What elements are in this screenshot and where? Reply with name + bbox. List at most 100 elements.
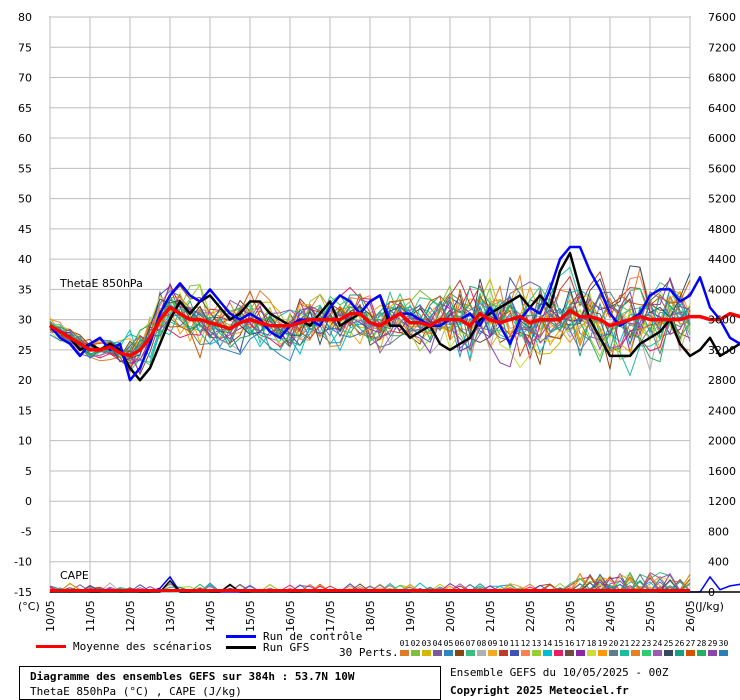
pert-swatch-01 bbox=[400, 650, 409, 656]
cape-gfs-line bbox=[50, 579, 740, 593]
legend-mean-swatch bbox=[36, 645, 66, 648]
date-tick-label-15: 25/05 bbox=[644, 600, 657, 632]
cape-panel-label: CAPE bbox=[60, 569, 89, 582]
right-tick-label-14: 5600 bbox=[708, 162, 736, 175]
pert-number-06: 06 bbox=[454, 639, 465, 648]
pert-number-04: 04 bbox=[432, 639, 443, 648]
right-tick-label-1: 400 bbox=[708, 556, 729, 569]
legend-mean-label: Moyenne des scénarios bbox=[73, 640, 213, 653]
left-tick-label-3: 0 bbox=[25, 495, 32, 508]
right-tick-label-8: 3200 bbox=[708, 344, 736, 357]
right-tick-label-17: 6800 bbox=[708, 72, 736, 85]
pert-swatch-11 bbox=[510, 650, 519, 656]
left-tick-label-0: -15 bbox=[14, 586, 32, 599]
pert-number-20: 20 bbox=[608, 639, 619, 648]
pert-swatch-15 bbox=[554, 650, 563, 656]
pert-number-07: 07 bbox=[465, 639, 476, 648]
mean-series-line bbox=[49, 305, 740, 358]
left-tick-label-9: 30 bbox=[18, 314, 32, 327]
pert-number-23: 23 bbox=[641, 639, 652, 648]
left-tick-label-7: 20 bbox=[18, 374, 32, 387]
pert-number-05: 05 bbox=[443, 639, 454, 648]
pert-swatch-22 bbox=[631, 650, 640, 656]
date-tick-label-2: 12/05 bbox=[124, 600, 137, 632]
legend-control-label: Run de contrôle bbox=[263, 630, 363, 643]
pert-swatch-20 bbox=[609, 650, 618, 656]
pert-swatch-07 bbox=[466, 650, 475, 656]
legend-gfs-label: Run GFS bbox=[263, 641, 310, 654]
right-tick-label-16: 6400 bbox=[708, 102, 736, 115]
pert-swatch-10 bbox=[499, 650, 508, 656]
left-tick-label-8: 25 bbox=[18, 344, 32, 357]
pert-swatch-26 bbox=[675, 650, 684, 656]
date-tick-label-6: 16/05 bbox=[284, 600, 297, 632]
left-tick-label-17: 70 bbox=[18, 72, 32, 85]
date-tick-label-7: 17/05 bbox=[324, 600, 337, 632]
pert-swatch-05 bbox=[444, 650, 453, 656]
left-axis-unit: (°C) bbox=[18, 600, 40, 613]
left-tick-label-14: 55 bbox=[18, 162, 32, 175]
right-tick-label-18: 7200 bbox=[708, 41, 736, 54]
thetae-panel-label: ThetaE 850hPa bbox=[59, 277, 143, 290]
right-tick-label-0: 0 bbox=[708, 586, 715, 599]
right-tick-label-9: 3600 bbox=[708, 314, 736, 327]
left-tick-label-10: 35 bbox=[18, 283, 32, 296]
left-tick-label-2: -5 bbox=[21, 525, 32, 538]
perturbation-legend: 01 02 03 04 05 06 07 08 09 10 11 12 13 14 15 16 17 18 19 20… bbox=[399, 639, 731, 659]
left-tick-label-4: 5 bbox=[25, 465, 32, 478]
pert-number-13: 13 bbox=[531, 639, 542, 648]
pert-number-30: 30 bbox=[718, 639, 729, 648]
perturbation-line-25 bbox=[49, 265, 691, 363]
right-axis-ticks: 0 400 800 1200 1600 2000 2400 2800 3200 3600 4000 4… bbox=[708, 11, 736, 599]
right-tick-label-12: 4800 bbox=[708, 223, 736, 236]
pert-number-22: 22 bbox=[630, 639, 641, 648]
gfs-series-line bbox=[49, 251, 740, 382]
pert-swatch-25 bbox=[664, 650, 673, 656]
pert-swatch-17 bbox=[576, 650, 585, 656]
left-tick-label-13: 50 bbox=[18, 193, 32, 206]
right-tick-label-3: 1200 bbox=[708, 495, 736, 508]
pert-swatch-09 bbox=[488, 650, 497, 656]
pert-number-08: 08 bbox=[476, 639, 487, 648]
pert-number-26: 26 bbox=[674, 639, 685, 648]
date-tick-label-3: 13/05 bbox=[164, 600, 177, 632]
pert-swatch-04 bbox=[433, 650, 442, 656]
left-tick-label-5: 10 bbox=[18, 435, 32, 448]
left-tick-label-12: 45 bbox=[18, 223, 32, 236]
pert-swatch-06 bbox=[455, 650, 464, 656]
pert-swatch-23 bbox=[642, 650, 651, 656]
pert-number-17: 17 bbox=[575, 639, 586, 648]
footer-title: Diagramme des ensembles GEFS sur 384h : … bbox=[30, 670, 355, 683]
pert-number-02: 02 bbox=[410, 639, 421, 648]
left-tick-label-16: 65 bbox=[18, 102, 32, 115]
left-tick-label-11: 40 bbox=[18, 253, 32, 266]
pert-swatch-13 bbox=[532, 650, 541, 656]
date-tick-label-16: 26/05 bbox=[684, 600, 697, 632]
footer-copyright: Copyright 2025 Meteociel.fr bbox=[450, 684, 629, 697]
left-tick-label-15: 60 bbox=[18, 132, 32, 145]
pert-number-16: 16 bbox=[564, 639, 575, 648]
pert-swatch-18 bbox=[587, 650, 596, 656]
pert-number-18: 18 bbox=[586, 639, 597, 648]
pert-swatch-16 bbox=[565, 650, 574, 656]
pert-swatch-08 bbox=[477, 650, 486, 656]
date-tick-label-0: 10/05 bbox=[44, 600, 57, 632]
perturbation-line-23 bbox=[49, 285, 691, 359]
pert-number-27: 27 bbox=[685, 639, 696, 648]
pert-number-21: 21 bbox=[619, 639, 630, 648]
pert-number-14: 14 bbox=[542, 639, 553, 648]
left-axis-ticks: -15 -10 -5 0 5 10 15 20 25 30 35 40 45 50 55 60 65 70 75 80 bbox=[14, 11, 32, 599]
left-tick-label-19: 80 bbox=[18, 11, 32, 24]
pert-swatch-24 bbox=[653, 650, 662, 656]
pert-swatch-21 bbox=[620, 650, 629, 656]
right-tick-label-6: 2400 bbox=[708, 404, 736, 417]
pert-number-11: 11 bbox=[509, 639, 520, 648]
pert-number-10: 10 bbox=[498, 639, 509, 648]
legend-control-swatch bbox=[226, 635, 256, 638]
left-tick-label-18: 75 bbox=[18, 41, 32, 54]
pert-number-19: 19 bbox=[597, 639, 608, 648]
date-tick-label-14: 24/05 bbox=[604, 600, 617, 632]
pert-number-09: 09 bbox=[487, 639, 498, 648]
pert-swatch-28 bbox=[697, 650, 706, 656]
